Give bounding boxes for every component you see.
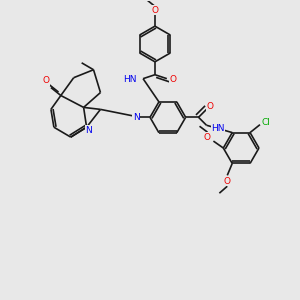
Text: N: N — [133, 113, 140, 122]
Text: HN: HN — [212, 124, 225, 133]
Text: N: N — [85, 126, 92, 135]
Text: O: O — [43, 76, 50, 85]
Text: O: O — [224, 177, 231, 186]
Text: O: O — [169, 75, 176, 84]
Text: O: O — [152, 6, 158, 15]
Text: Cl: Cl — [262, 118, 270, 127]
Text: HN: HN — [123, 75, 136, 84]
Text: O: O — [204, 133, 211, 142]
Text: O: O — [207, 102, 214, 111]
